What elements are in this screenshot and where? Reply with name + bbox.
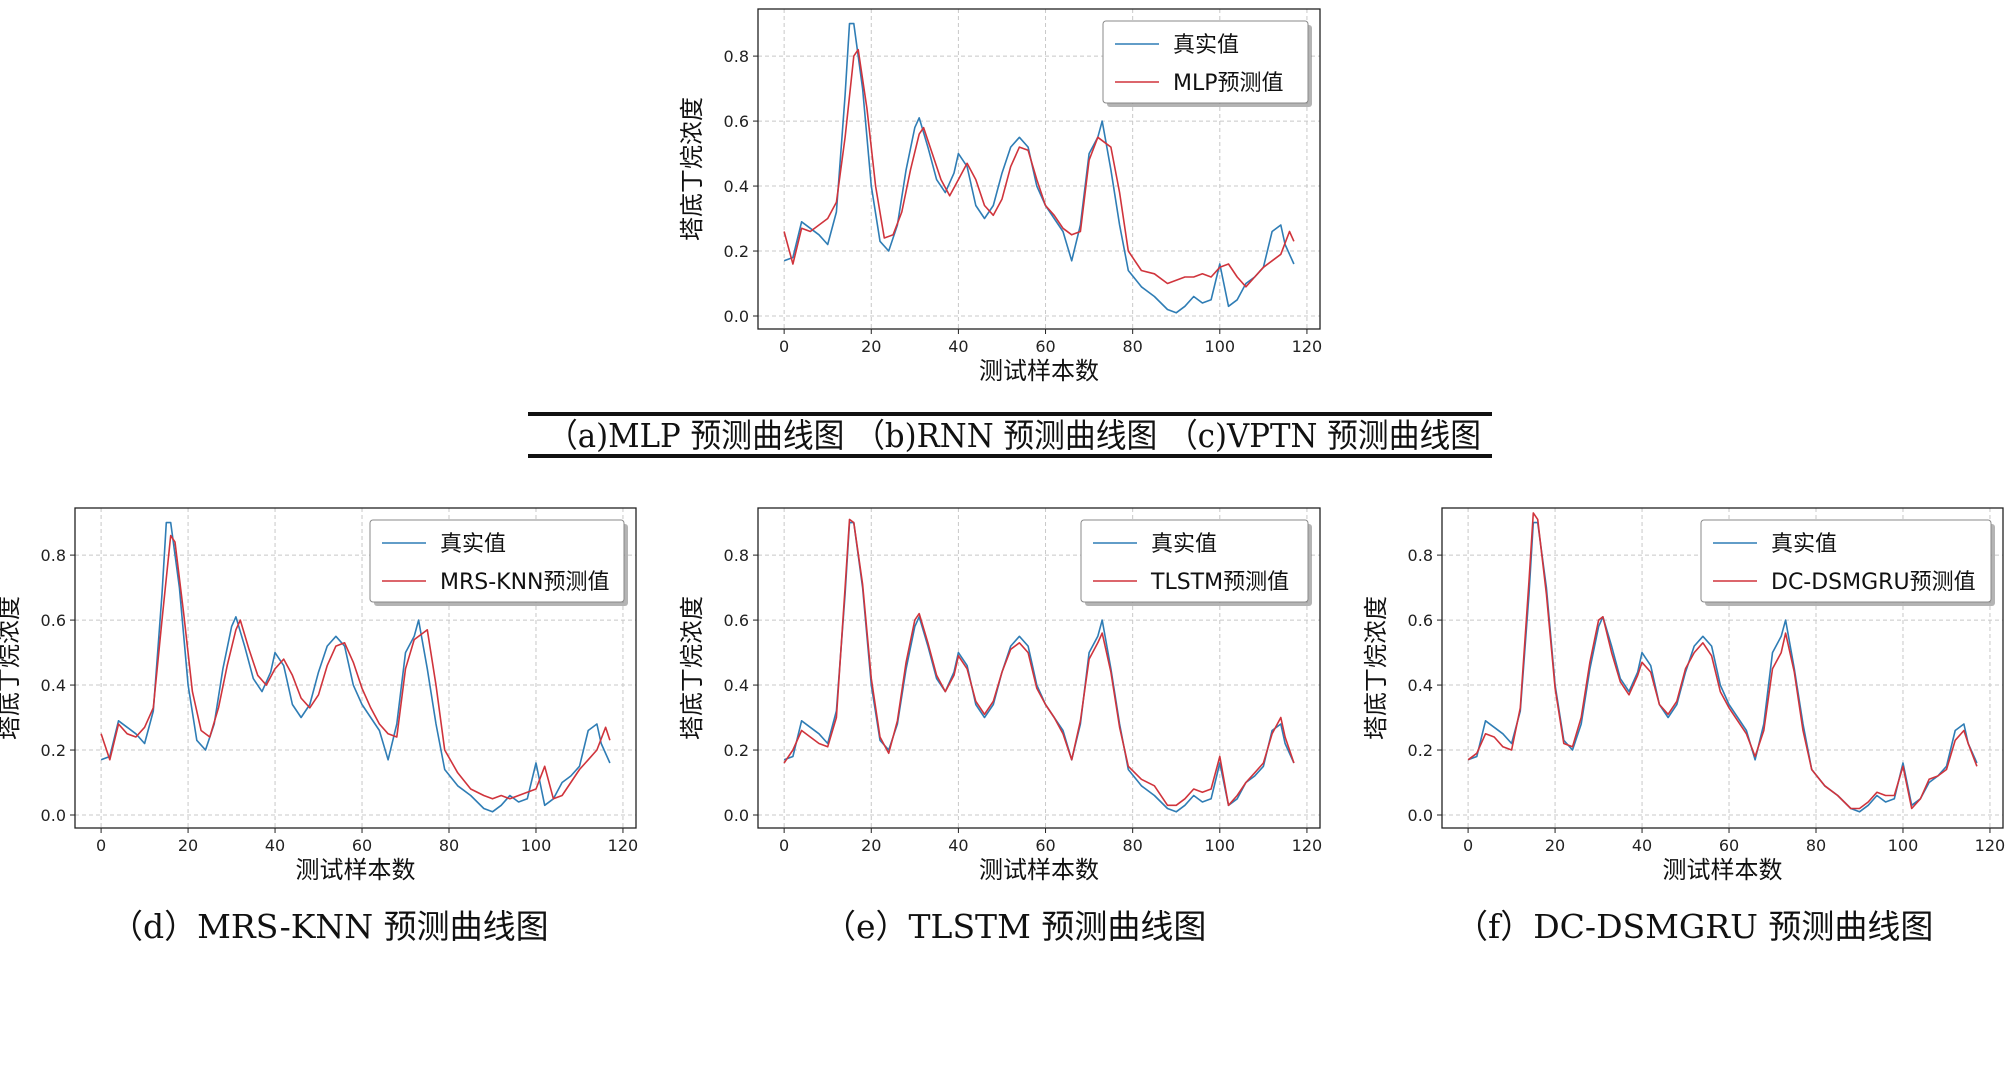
y-axis-label: 塔底丁烷浓度 (1362, 596, 1390, 740)
x-tick-label: 120 (1292, 337, 1323, 356)
x-axis-label: 测试样本数 (1663, 856, 1783, 884)
x-tick-label: 100 (1205, 836, 1236, 855)
y-axis-label: 塔底丁烷浓度 (0, 596, 23, 740)
chart-panel-tlstm: 0 20 40 60 80 100 120 0.0 0.2 0.4 0.6 0.8 测试样本数 塔底丁烷浓… (678, 507, 1323, 884)
x-tick-label: 120 (1292, 836, 1323, 855)
y-tick-label: 0.8 (41, 546, 66, 565)
y-tick-label: 0.0 (724, 806, 749, 825)
x-tick-label: 40 (265, 836, 285, 855)
x-tick-label: 20 (861, 337, 881, 356)
legend: 真实值 DC-DSMGRU预测值 (1700, 519, 1995, 606)
legend-box (369, 519, 625, 603)
top-caption: （a)MLP 预测曲线图 （b)RNN 预测曲线图 （c)VPTN 预测曲线图 (547, 416, 1481, 455)
x-tick-label: 40 (948, 337, 968, 356)
x-tick-label: 80 (439, 836, 459, 855)
x-tick-label: 60 (1719, 836, 1739, 855)
legend: 真实值 MLP预测值 (1102, 20, 1312, 107)
series-line-prediction (783, 48, 1295, 288)
top-caption-block: （a)MLP 预测曲线图 （b)RNN 预测曲线图 （c)VPTN 预测曲线图 (528, 412, 1492, 458)
y-tick-label: 0.0 (41, 806, 66, 825)
legend-label-prediction: TLSTM预测值 (1150, 570, 1289, 595)
y-tick-label: 0.4 (1408, 676, 1433, 695)
x-axis-label: 测试样本数 (979, 357, 1099, 385)
y-tick-label: 0.6 (724, 112, 749, 131)
legend-label-truth: 真实值 (1151, 532, 1217, 557)
y-tick-label: 0.6 (41, 611, 66, 630)
y-tick-label: 0.2 (1408, 741, 1433, 760)
x-tick-label: 40 (948, 836, 968, 855)
x-tick-label: 80 (1122, 337, 1142, 356)
x-tick-label: 120 (1975, 836, 2006, 855)
x-tick-label: 0 (96, 836, 106, 855)
y-tick-label: 0.0 (724, 307, 749, 326)
y-tick-label: 0.2 (724, 242, 749, 261)
legend-label-prediction: MLP预测值 (1173, 71, 1284, 96)
x-tick-label: 0 (779, 836, 789, 855)
caption-tlstm: （e）TLSTM 预测曲线图 (823, 907, 1206, 946)
y-tick-label: 0.8 (724, 47, 749, 66)
x-tick-label: 100 (1205, 337, 1236, 356)
legend-label-truth: 真实值 (440, 532, 506, 557)
legend-label-truth: 真实值 (1771, 532, 1837, 557)
y-tick-label: 0.4 (724, 676, 749, 695)
y-tick-label: 0.8 (1408, 546, 1433, 565)
legend-label-prediction: DC-DSMGRU预测值 (1771, 570, 1976, 595)
plot-frame (757, 8, 1321, 330)
series-line-truth (783, 22, 1295, 314)
y-tick-label: 0.6 (724, 611, 749, 630)
y-axis-label: 塔底丁烷浓度 (678, 596, 706, 740)
chart-panel-dc-dsmgru: 0 20 40 60 80 100 120 0.0 0.2 0.4 0.6 0.8 测试样本数 塔底丁烷浓… (1362, 507, 2006, 884)
x-axis-label: 测试样本数 (979, 856, 1099, 884)
series-line-prediction (783, 518, 1295, 807)
series-line-truth (100, 521, 611, 813)
caption-dc-dsmgru: （f）DC-DSMGRU 预测曲线图 (1455, 907, 1933, 946)
chart-panel-mrs-knn: 0 20 40 60 80 100 120 0.0 0.2 0.4 0.6 0.8 测试样本数 塔底丁烷浓… (0, 507, 639, 884)
x-tick-label: 120 (608, 836, 639, 855)
x-tick-label: 100 (521, 836, 552, 855)
x-tick-label: 20 (1545, 836, 1565, 855)
y-tick-label: 0.2 (41, 741, 66, 760)
legend: 真实值 MRS-KNN预测值 (369, 519, 628, 606)
y-tick-label: 0.8 (724, 546, 749, 565)
x-tick-label: 80 (1806, 836, 1826, 855)
series-line-prediction (1467, 512, 1978, 810)
x-tick-label: 60 (352, 836, 372, 855)
legend-box (1080, 519, 1309, 603)
x-tick-label: 100 (1888, 836, 1919, 855)
legend-label-truth: 真实值 (1173, 33, 1239, 58)
y-tick-label: 0.0 (1408, 806, 1433, 825)
legend-box (1700, 519, 1992, 603)
x-axis-label: 测试样本数 (296, 856, 416, 884)
y-axis-label: 塔底丁烷浓度 (678, 97, 706, 241)
x-tick-label: 80 (1122, 836, 1142, 855)
x-tick-label: 20 (178, 836, 198, 855)
x-tick-label: 0 (779, 337, 789, 356)
legend-label-prediction: MRS-KNN预测值 (440, 570, 610, 595)
caption-mrs-knn: （d）MRS-KNN 预测曲线图 (110, 907, 549, 946)
y-tick-label: 0.2 (724, 741, 749, 760)
x-tick-label: 20 (861, 836, 881, 855)
x-tick-label: 0 (1463, 836, 1473, 855)
y-tick-label: 0.4 (724, 177, 749, 196)
plot-frame (757, 507, 1321, 829)
x-tick-label: 60 (1035, 836, 1055, 855)
plot-frame (1441, 507, 2004, 829)
x-tick-label: 60 (1035, 337, 1055, 356)
series-line-prediction (100, 534, 611, 800)
y-tick-label: 0.6 (1408, 611, 1433, 630)
x-tick-label: 40 (1632, 836, 1652, 855)
y-tick-label: 0.4 (41, 676, 66, 695)
legend: 真实值 TLSTM预测值 (1080, 519, 1312, 606)
plot-frame (74, 507, 637, 829)
chart-panel-mlp: 0 20 40 60 80 100 120 0.0 0.2 0.4 0.6 0.8 测试样本数 塔底丁烷浓… (678, 8, 1323, 385)
